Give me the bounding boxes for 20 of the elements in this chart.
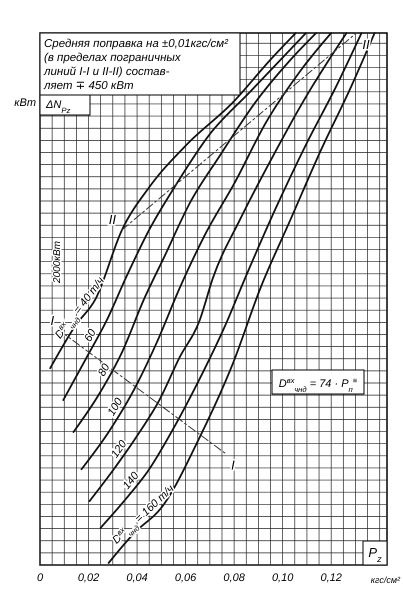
x-tick-label: 0,08 [223,572,246,584]
x-tick-label: 0 [36,572,44,584]
annotation: Средняя поправка на ±0,01кгс/см² [44,38,230,50]
y-axis-title: ΔN$_{Pz}$ [45,99,70,114]
x-tick-label: 0,04 [126,572,148,584]
text: 120 [109,438,130,460]
x-tick-label: 0,10 [272,572,294,584]
x-axis-title: P$_{z}$ [368,545,382,564]
x-tick-label: 0,12 [320,572,342,584]
x-tick-label: 0,06 [174,572,198,584]
annotation: 2000кВт [52,241,63,284]
text: 140 [120,469,142,492]
text: кгс/см² [370,575,401,585]
annotation: ляет ∓ 450 кВт [43,80,134,92]
text: кВт [14,97,36,109]
x-tick-label: 0,02 [78,572,100,584]
text: 60 [82,326,100,344]
annotation: (в пределах пограничных [44,52,182,64]
text: 80 [96,361,113,378]
annotation: линий I-I и II-II) состав- [43,66,170,78]
